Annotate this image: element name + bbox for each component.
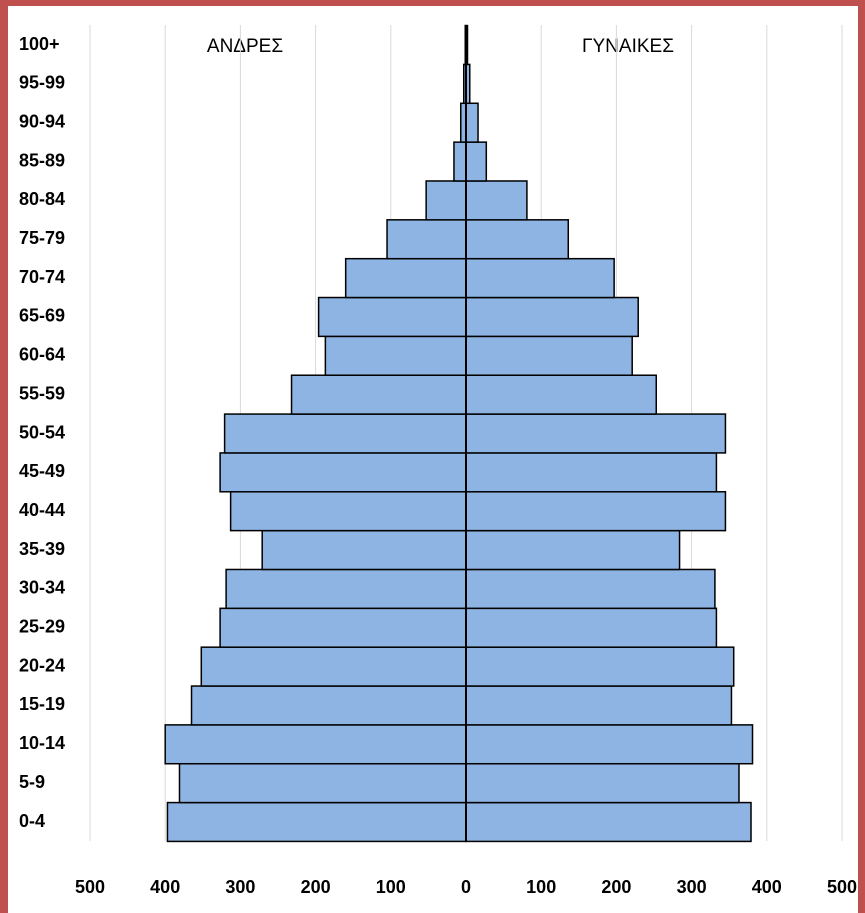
bar bbox=[465, 685, 733, 726]
bar bbox=[453, 141, 467, 182]
y-tick-label: 55-59 bbox=[19, 383, 65, 403]
bar bbox=[465, 102, 479, 143]
bar bbox=[425, 180, 467, 221]
x-tick-label: 300 bbox=[677, 877, 707, 897]
y-tick-label: 90-94 bbox=[19, 111, 65, 131]
bar bbox=[219, 607, 467, 648]
bar bbox=[465, 646, 735, 687]
y-tick-label: 15-19 bbox=[19, 694, 65, 714]
y-tick-label: 95-99 bbox=[19, 73, 65, 93]
bar bbox=[465, 762, 740, 804]
bar bbox=[465, 141, 488, 182]
bar bbox=[465, 491, 727, 532]
bar bbox=[465, 568, 716, 610]
y-tick-label: 65-69 bbox=[19, 306, 65, 326]
y-tick-label: 50-54 bbox=[19, 422, 65, 442]
x-tick-label: 400 bbox=[150, 877, 180, 897]
y-tick-label: 80-84 bbox=[19, 189, 65, 209]
bar bbox=[317, 296, 467, 338]
bar bbox=[190, 685, 467, 726]
bar bbox=[229, 491, 467, 532]
series-label: ΓΥΝΑΙΚΕΣ bbox=[582, 36, 674, 57]
y-tick-label: 10-14 bbox=[19, 733, 65, 753]
bar bbox=[465, 529, 681, 571]
bar bbox=[290, 374, 467, 415]
y-tick-label: 0-4 bbox=[19, 811, 45, 831]
y-tick-label: 20-24 bbox=[19, 655, 65, 675]
y-tick-label: 35-39 bbox=[19, 539, 65, 559]
bar bbox=[166, 801, 467, 843]
bar bbox=[465, 180, 528, 221]
x-tick-label: 200 bbox=[301, 877, 331, 897]
bar bbox=[261, 529, 467, 571]
bar bbox=[465, 801, 752, 843]
x-tick-label: 300 bbox=[225, 877, 255, 897]
y-tick-label: 85-89 bbox=[19, 150, 65, 170]
y-tick-label: 40-44 bbox=[19, 500, 65, 520]
bar bbox=[465, 607, 718, 648]
bar bbox=[465, 296, 639, 338]
bar bbox=[324, 335, 467, 376]
bar bbox=[223, 413, 467, 454]
x-tick-label: 100 bbox=[376, 877, 406, 897]
x-tick-label: 500 bbox=[75, 877, 105, 897]
bar bbox=[465, 452, 718, 493]
y-tick-label: 5-9 bbox=[19, 772, 45, 792]
bar bbox=[465, 413, 727, 454]
bar bbox=[178, 762, 467, 804]
x-tick-label: 0 bbox=[461, 877, 471, 897]
series-label: ΑΝΔΡΕΣ bbox=[207, 36, 283, 57]
bar bbox=[465, 374, 658, 415]
y-tick-label: 30-34 bbox=[19, 578, 65, 598]
y-tick-label: 45-49 bbox=[19, 461, 65, 481]
bar bbox=[465, 724, 754, 765]
y-tick-label: 60-64 bbox=[19, 345, 65, 365]
bar bbox=[344, 257, 467, 299]
bar bbox=[465, 257, 615, 299]
x-tick-label: 500 bbox=[827, 877, 857, 897]
bar bbox=[465, 335, 633, 376]
x-tick-label: 200 bbox=[601, 877, 631, 897]
bar bbox=[465, 219, 570, 260]
bar bbox=[164, 724, 467, 765]
bar bbox=[386, 219, 467, 260]
y-tick-label: 100+ bbox=[19, 34, 60, 54]
x-tick-label: 100 bbox=[526, 877, 556, 897]
bar bbox=[200, 646, 467, 687]
y-tick-label: 70-74 bbox=[19, 267, 65, 287]
y-tick-label: 75-79 bbox=[19, 228, 65, 248]
bar bbox=[225, 568, 467, 610]
bar bbox=[219, 452, 467, 493]
x-tick-label: 400 bbox=[752, 877, 782, 897]
y-tick-label: 25-29 bbox=[19, 617, 65, 637]
